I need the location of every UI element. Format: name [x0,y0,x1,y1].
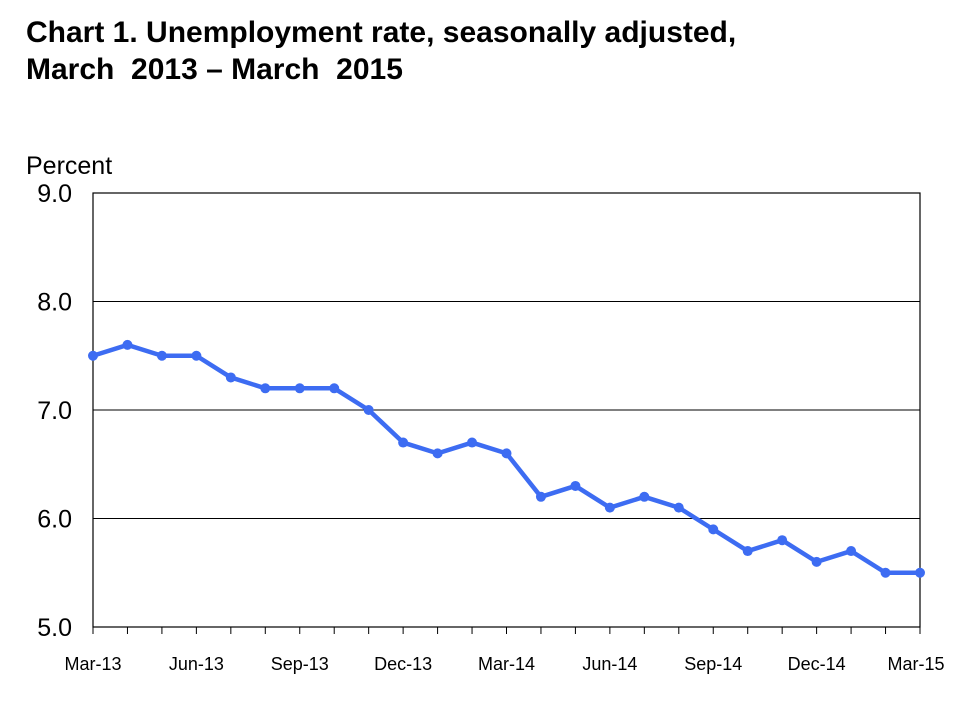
y-axis-label: Percent [26,152,112,180]
data-point [88,350,98,361]
data-point [742,546,753,557]
data-point [846,546,857,557]
data-point [329,383,340,394]
series-line [92,342,920,575]
x-tick-label: Jun-13 [169,654,224,674]
data-point [260,383,271,394]
data-point [915,567,925,578]
data-point [122,339,133,350]
x-tick-label: Dec-14 [788,654,846,674]
data-point [673,502,684,513]
y-tick-label: 7.0 [37,397,72,425]
y-tick-label: 6.0 [37,506,72,534]
data-point [811,556,822,567]
data-point [880,567,891,578]
data-point [604,502,615,513]
chart-title-line2: March 2013 – March 2015 [26,53,403,86]
x-tick-label: Jun-14 [582,654,637,674]
x-tick-label: Sep-14 [684,654,742,674]
x-tick-label: Dec-13 [374,654,432,674]
data-point [156,350,167,361]
y-tick-label: 8.0 [37,289,72,317]
data-point [535,491,546,502]
data-point [467,437,478,448]
data-point [639,491,650,502]
x-tick-label: Sep-13 [271,654,329,674]
y-tick-label: 5.0 [37,614,72,642]
data-point [501,448,512,459]
data-point [398,437,409,448]
data-point [570,480,581,491]
data-point [294,383,305,394]
data-point [191,350,202,361]
chart-title: Chart 1. Unemployment rate, seasonally a… [26,14,736,88]
x-tick-label: Mar-13 [64,654,121,674]
data-point [708,524,719,535]
chart-title-line1: Chart 1. Unemployment rate, seasonally a… [26,16,737,49]
data-point [225,372,236,383]
y-tick-label: 9.0 [37,180,72,208]
data-point [363,405,374,415]
data-point [777,535,788,546]
x-tick-label: Mar-15 [887,654,944,674]
x-tick-label: Mar-14 [478,654,535,674]
data-point [432,448,443,459]
